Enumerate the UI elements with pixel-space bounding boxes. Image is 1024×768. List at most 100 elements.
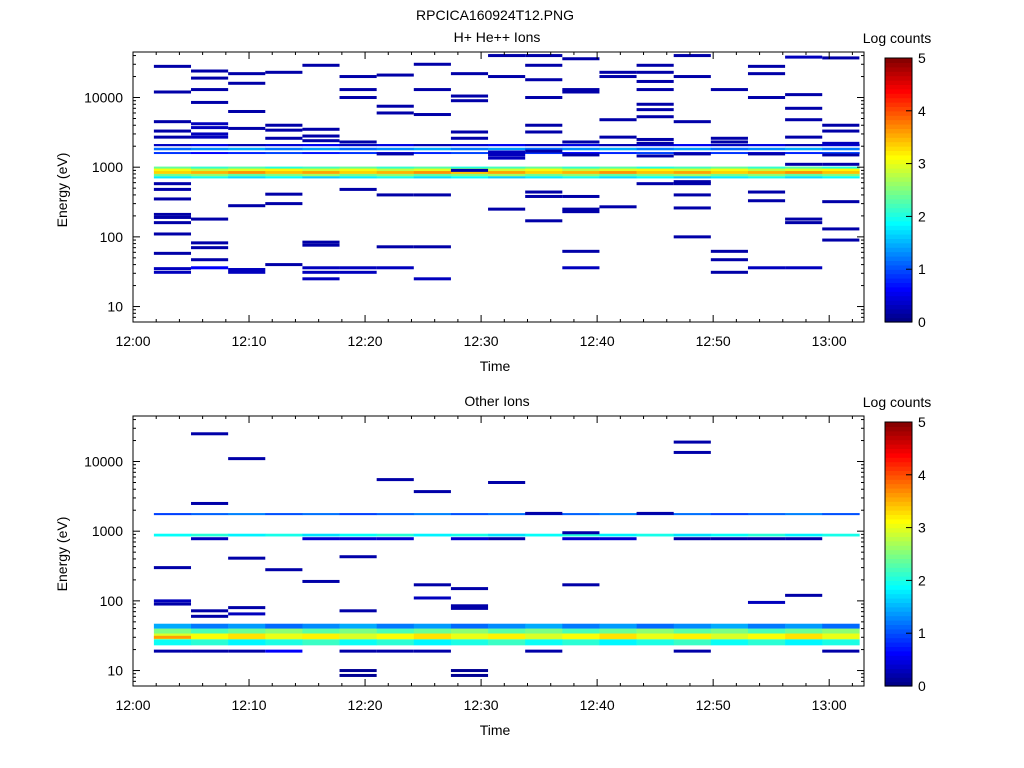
heatmap-band-cell [228, 533, 266, 537]
heatmap-cell [191, 649, 229, 653]
heatmap-band-cell [228, 152, 266, 155]
heatmap-band-cell [562, 168, 600, 172]
heatmap-cell [376, 104, 414, 108]
colorbar-segment [885, 176, 912, 182]
x-tick-label: 12:00 [115, 333, 150, 349]
heatmap-cell [822, 56, 860, 60]
colorbar-segment [885, 598, 912, 603]
heatmap-cell [228, 606, 266, 610]
heatmap-band-cell [747, 166, 786, 169]
heatmap-band-cell [153, 513, 192, 516]
heatmap-cell [710, 537, 748, 541]
heatmap-band-cell [413, 170, 452, 174]
heatmap-band-cell [525, 176, 563, 179]
heatmap-cell [525, 123, 563, 127]
colorbar-segment [885, 194, 912, 200]
heatmap-cell [450, 606, 489, 610]
heatmap-band-cell [599, 170, 637, 174]
heatmap-cell [302, 579, 340, 583]
heatmap-band-cell [191, 173, 229, 177]
colorbar-segment [885, 229, 912, 235]
heatmap-cell [525, 649, 563, 653]
heatmap-band-cell [450, 144, 489, 147]
colorbar-segment [885, 110, 912, 116]
colorbar-segment [885, 646, 912, 652]
heatmap-band-cell [450, 628, 489, 634]
panel-bottom-plot-area: 12:00 12:10 12:20 12:30 12:40 12:50 13:00 10 100… [84, 415, 865, 713]
x-tick-label: 12:50 [696, 697, 731, 713]
heatmap-band-cell [339, 513, 377, 516]
colorbar-segment [885, 317, 912, 323]
heatmap-band-cell [228, 633, 266, 640]
colorbar-segment [885, 58, 912, 63]
colorbar-segment [885, 602, 912, 608]
heatmap-band-cell [191, 166, 229, 169]
heatmap-band-cell [673, 144, 712, 147]
colorbar-segment [885, 518, 912, 524]
heatmap-cell [747, 190, 786, 194]
colorbar-segment [885, 523, 912, 529]
heatmap-cell [376, 478, 414, 482]
colorbar-segment [885, 238, 912, 244]
x-tick-label: 12:30 [464, 333, 499, 349]
heatmap-band-cell [265, 628, 303, 634]
x-tick-label: 12:10 [232, 333, 267, 349]
heatmap-cell [191, 609, 229, 613]
heatmap-band-cell [747, 628, 786, 634]
heatmap-band-cell [153, 170, 192, 174]
heatmap-cell [228, 109, 266, 113]
panel-top: H+ He++ Ions Log counts 12:00 12:10 12:20 1… [54, 29, 931, 374]
heatmap-cell [228, 268, 266, 272]
panel-bottom-x-axis-label: Time [480, 722, 511, 738]
colorbar-segment [885, 545, 912, 551]
heatmap-cell [450, 72, 489, 76]
colorbar-segment [885, 66, 912, 72]
heatmap-band-cell [191, 628, 229, 634]
colorbar-segment [885, 430, 912, 436]
heatmap-cell [339, 96, 377, 100]
heatmap-band-cell [450, 513, 489, 516]
heatmap-band-cell [710, 168, 749, 172]
heatmap-cell [673, 193, 711, 197]
colorbar-segment [885, 75, 912, 81]
heatmap-band-cell [376, 639, 415, 646]
heatmap-band-cell [450, 152, 489, 155]
heatmap-band-cell [785, 170, 823, 174]
colorbar-segment [885, 295, 912, 301]
x-tick-label: 12:20 [348, 697, 383, 713]
heatmap-cell [488, 207, 526, 211]
heatmap-cell [302, 277, 340, 281]
heatmap-cell [562, 249, 600, 253]
heatmap-cell [191, 241, 229, 245]
heatmap-band-cell [153, 147, 192, 151]
heatmap-band-cell [525, 144, 563, 147]
heatmap-band-cell [228, 166, 266, 169]
heatmap-cell [153, 635, 192, 639]
heatmap-cell [413, 649, 451, 653]
heatmap-cell [191, 537, 229, 541]
heatmap-band-cell [302, 147, 340, 151]
colorbar-segment [885, 146, 912, 151]
heatmap-band-cell [747, 623, 786, 629]
heatmap-cell [822, 227, 860, 231]
heatmap-band-cell [191, 170, 229, 174]
heatmap-band-cell [153, 533, 192, 537]
y-tick-label: 1000 [92, 523, 123, 539]
colorbar-segment [885, 580, 912, 586]
heatmap-band-cell [636, 166, 675, 169]
heatmap-band-cell [673, 513, 712, 516]
heatmap-band-cell [710, 166, 749, 169]
heatmap-band-cell [153, 168, 192, 172]
heatmap-cell [191, 614, 229, 618]
heatmap-band-cell [599, 513, 637, 516]
heatmap-cell [265, 202, 303, 206]
heatmap-cell [302, 63, 340, 67]
heatmap-cell [785, 162, 823, 166]
heatmap-band-cell [562, 173, 600, 177]
heatmap-band-cell [673, 168, 712, 172]
x-tick-label: 13:00 [812, 697, 847, 713]
heatmap-band-cell [525, 633, 563, 640]
heatmap-cell [562, 153, 600, 157]
heatmap-band-cell [822, 166, 860, 169]
heatmap-band-cell [228, 628, 266, 634]
